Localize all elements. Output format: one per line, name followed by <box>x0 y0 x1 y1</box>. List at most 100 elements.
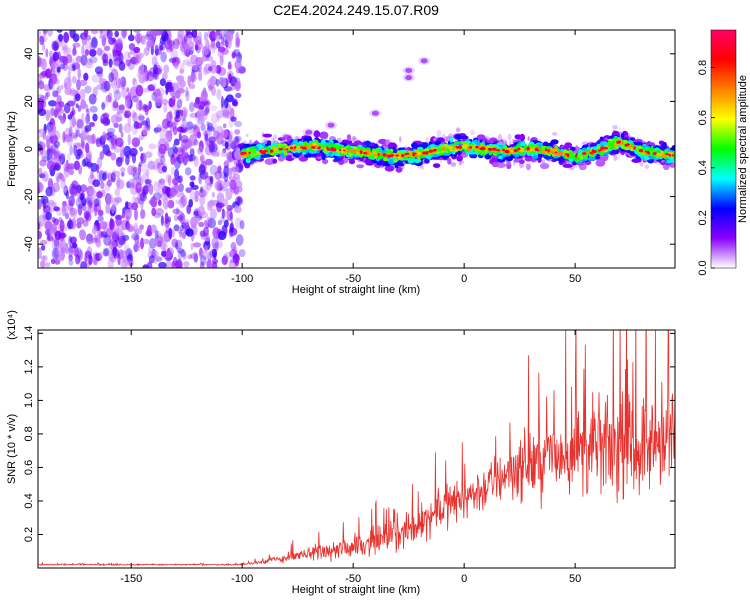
noise-blob <box>76 119 84 129</box>
noise-blob <box>217 230 227 241</box>
noise-blob <box>189 46 195 55</box>
noise-blob <box>205 158 214 166</box>
ridge-cell <box>582 152 587 155</box>
noise-blob <box>91 133 96 145</box>
noise-blob <box>200 123 206 131</box>
noise-blob <box>77 149 83 157</box>
ridge-halo <box>639 161 644 167</box>
noise-blob <box>60 178 66 190</box>
noise-blob <box>56 175 60 185</box>
noise-blob <box>103 80 111 92</box>
noise-blob <box>189 101 195 113</box>
noise-blob <box>131 137 141 148</box>
noise-blob <box>180 194 188 207</box>
ridge-cell <box>378 152 384 156</box>
noise-blob <box>209 208 217 220</box>
noise-blob <box>40 260 46 268</box>
x-tick-label: -100 <box>231 573 253 585</box>
noise-blob <box>229 222 234 233</box>
noise-blob <box>81 113 85 125</box>
ridge-halo <box>352 135 356 142</box>
noise-blob <box>45 68 52 79</box>
noise-blob <box>198 221 205 228</box>
noise-blob <box>124 110 132 118</box>
noise-blob <box>38 80 45 90</box>
noise-blob <box>109 66 117 72</box>
noise-blob <box>74 126 81 134</box>
noise-blob <box>198 105 205 111</box>
y-tick-label: 1.4 <box>23 326 35 341</box>
noise-blob <box>63 166 70 178</box>
noise-blob <box>197 145 204 155</box>
noise-blob <box>215 178 219 191</box>
noise-blob <box>40 149 48 159</box>
ridge-cell <box>430 144 435 148</box>
noise-blob <box>148 255 155 264</box>
noise-blob <box>209 177 213 188</box>
noise-blob <box>172 82 178 88</box>
noise-blob <box>87 200 93 209</box>
noise-blob <box>178 147 184 160</box>
noise-blob <box>190 216 198 229</box>
noise-blob <box>38 247 42 260</box>
noise-blob <box>181 231 187 239</box>
noise-blob <box>38 222 41 230</box>
noise-blob <box>137 163 142 175</box>
ridge-cell <box>303 141 309 146</box>
noise-blob <box>221 208 225 219</box>
ridge-cell <box>282 147 287 151</box>
noise-blob <box>109 218 115 231</box>
noise-blob <box>154 158 163 166</box>
noise-blob <box>49 229 55 237</box>
noise-blob <box>177 229 185 235</box>
noise-blob <box>217 67 227 76</box>
secondary-feature-blob <box>305 129 313 135</box>
noise-blob <box>179 68 185 75</box>
noise-blob <box>168 227 173 240</box>
ridge-cell <box>524 156 533 162</box>
noise-blob <box>45 91 51 98</box>
noise-blob <box>185 228 194 237</box>
noise-blob <box>196 104 206 111</box>
noise-blob <box>166 111 173 124</box>
ridge-cell <box>665 153 670 156</box>
noise-blob <box>232 98 238 106</box>
secondary-feature-blob <box>283 134 291 140</box>
noise-blob <box>140 209 146 219</box>
ridge-cell <box>300 146 303 149</box>
noise-blob <box>139 224 145 230</box>
noise-blob <box>138 115 145 121</box>
secondary-feature-halo <box>402 66 415 75</box>
ridge-cell <box>513 159 520 163</box>
noise-blob <box>127 133 131 146</box>
ridge-cell <box>517 147 521 151</box>
noise-blob <box>160 215 164 226</box>
noise-blob <box>94 219 99 227</box>
ridge-cell <box>387 149 392 153</box>
noise-blob <box>49 56 53 67</box>
noise-blob <box>68 217 72 229</box>
noise-blob <box>89 122 95 127</box>
noise-blob <box>138 72 146 84</box>
ridge-cell <box>449 136 454 143</box>
noise-blob <box>176 207 179 216</box>
noise-blob <box>134 208 138 221</box>
ridge-cell <box>311 146 316 149</box>
noise-blob <box>211 191 216 198</box>
noise-blob <box>65 47 72 54</box>
noise-blob <box>225 188 233 201</box>
noise-blob <box>189 148 195 157</box>
noise-blob <box>210 176 214 185</box>
colorbar-tick-label: 0.2 <box>697 210 709 225</box>
ridge-cell <box>629 137 636 141</box>
y-tick-label: 40 <box>23 48 35 60</box>
noise-blob <box>78 165 83 175</box>
noise-blob <box>127 259 133 267</box>
noise-blob <box>112 100 119 109</box>
noise-blob <box>223 172 228 183</box>
noise-blob <box>67 163 76 170</box>
noise-blob <box>60 84 64 90</box>
noise-blob <box>60 173 65 182</box>
noise-blob <box>144 70 150 82</box>
